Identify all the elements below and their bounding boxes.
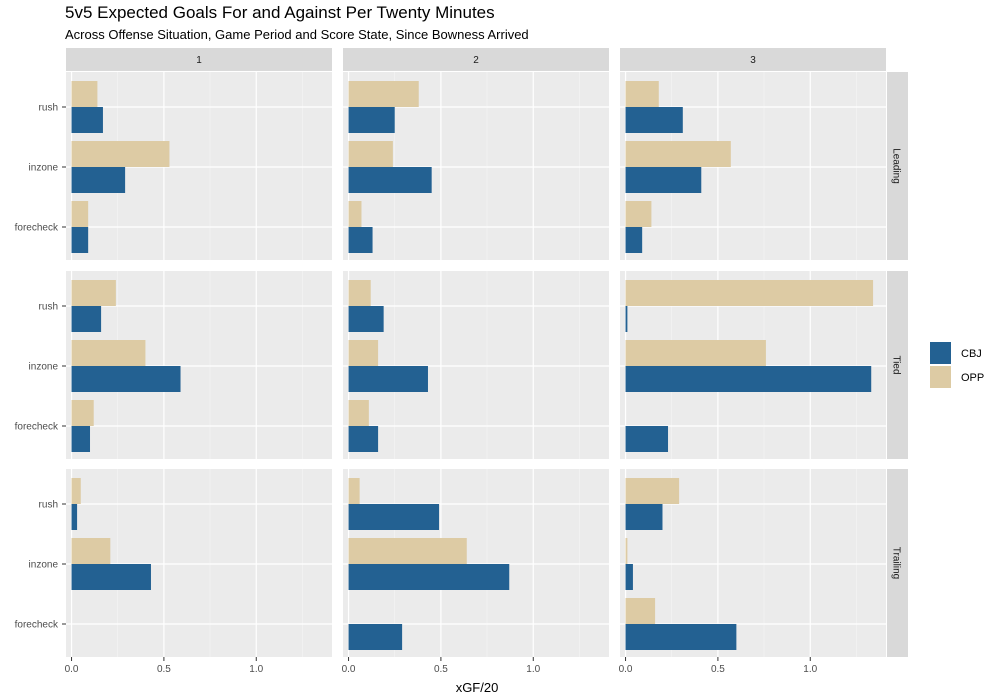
col-strip-label-2: 2 xyxy=(473,55,479,66)
bar-opp-rush xyxy=(625,478,680,504)
x-tick-label: 0.0 xyxy=(342,664,356,675)
y-tick-label-rush: rush xyxy=(39,302,58,313)
bar-opp-rush xyxy=(71,280,116,306)
row-strip-trailing xyxy=(887,469,908,657)
bar-cbj-inzone xyxy=(71,366,181,392)
x-tick-label: 0.5 xyxy=(711,664,725,675)
y-tick-label-forecheck: forecheck xyxy=(15,223,59,234)
legend-key-opp xyxy=(930,366,951,388)
row-strip-label-leading: Leading xyxy=(891,148,902,184)
bar-cbj-rush xyxy=(625,504,663,530)
y-tick-label-inzone: inzone xyxy=(29,163,59,174)
bar-opp-rush xyxy=(348,81,419,107)
bar-cbj-forecheck xyxy=(71,426,91,452)
bar-cbj-inzone xyxy=(625,564,633,590)
col-strip-label-1: 1 xyxy=(196,55,202,66)
col-strip-1 xyxy=(66,48,332,71)
legend-label-cbj: CBJ xyxy=(961,348,982,360)
bar-cbj-rush xyxy=(348,504,440,530)
row-strip-label-tied: Tied xyxy=(891,355,902,374)
bar-opp-inzone xyxy=(348,141,393,167)
row-strip-leading xyxy=(887,72,908,260)
col-strip-label-3: 3 xyxy=(750,55,756,66)
y-tick-label-rush: rush xyxy=(39,500,58,511)
chart-subtitle: Across Offense Situation, Game Period an… xyxy=(65,27,529,42)
bar-cbj-forecheck xyxy=(348,227,373,253)
x-tick-label: 0.0 xyxy=(619,664,633,675)
x-tick-label: 0.0 xyxy=(65,664,79,675)
bar-opp-forecheck xyxy=(71,201,89,227)
bar-cbj-rush xyxy=(348,107,395,133)
bar-cbj-rush xyxy=(71,306,102,332)
bar-cbj-inzone xyxy=(348,564,510,590)
legend-key-cbj xyxy=(930,342,951,364)
x-axis-title: xGF/20 xyxy=(456,680,499,695)
bar-opp-rush xyxy=(348,280,371,306)
bar-opp-forecheck xyxy=(71,400,94,426)
row-strip-tied xyxy=(887,271,908,459)
bar-cbj-forecheck xyxy=(625,426,669,452)
bar-cbj-forecheck xyxy=(348,426,379,452)
bar-opp-rush xyxy=(348,478,360,504)
col-strip-2 xyxy=(343,48,609,71)
bar-cbj-rush xyxy=(71,504,78,530)
bar-opp-forecheck xyxy=(625,598,656,624)
bar-cbj-inzone xyxy=(71,564,151,590)
bar-opp-forecheck xyxy=(348,400,369,426)
bar-opp-inzone xyxy=(348,538,467,564)
legend-label-opp: OPP xyxy=(961,372,984,384)
bar-opp-inzone xyxy=(625,141,731,167)
bar-opp-inzone xyxy=(71,141,170,167)
bar-cbj-forecheck xyxy=(348,624,403,650)
y-tick-label-rush: rush xyxy=(39,103,58,114)
bar-cbj-forecheck xyxy=(71,227,89,253)
bar-opp-inzone xyxy=(71,538,111,564)
x-tick-label: 1.0 xyxy=(803,664,817,675)
bar-opp-inzone xyxy=(625,538,628,564)
x-tick-label: 0.5 xyxy=(157,664,171,675)
bar-opp-forecheck xyxy=(625,201,652,227)
bar-cbj-rush xyxy=(625,107,683,133)
x-tick-label: 1.0 xyxy=(526,664,540,675)
y-tick-label-inzone: inzone xyxy=(29,362,59,373)
bar-opp-rush xyxy=(625,81,659,107)
bar-opp-rush xyxy=(71,81,98,107)
y-tick-label-forecheck: forecheck xyxy=(15,422,59,433)
y-tick-label-forecheck: forecheck xyxy=(15,620,59,631)
bar-opp-rush xyxy=(71,478,81,504)
bar-cbj-inzone xyxy=(625,167,702,193)
panel-tied-2-background xyxy=(343,271,609,459)
bar-cbj-inzone xyxy=(71,167,126,193)
bar-cbj-rush xyxy=(348,306,384,332)
x-tick-label: 1.0 xyxy=(249,664,263,675)
bar-opp-inzone xyxy=(625,340,766,366)
row-strip-label-trailing: Trailing xyxy=(891,547,902,579)
bar-opp-forecheck xyxy=(348,201,362,227)
bar-cbj-rush xyxy=(625,306,628,332)
bar-cbj-inzone xyxy=(348,167,432,193)
bar-cbj-inzone xyxy=(348,366,428,392)
bar-opp-inzone xyxy=(71,340,146,366)
bar-opp-inzone xyxy=(348,340,379,366)
bar-opp-rush xyxy=(625,280,874,306)
panel-trailing-1-background xyxy=(66,469,332,657)
bar-cbj-forecheck xyxy=(625,624,737,650)
x-tick-label: 0.5 xyxy=(434,664,448,675)
bar-cbj-inzone xyxy=(625,366,872,392)
chart-title: 5v5 Expected Goals For and Against Per T… xyxy=(65,3,495,22)
col-strip-3 xyxy=(620,48,886,71)
y-tick-label-inzone: inzone xyxy=(29,560,59,571)
bar-cbj-forecheck xyxy=(625,227,643,253)
bar-cbj-rush xyxy=(71,107,103,133)
